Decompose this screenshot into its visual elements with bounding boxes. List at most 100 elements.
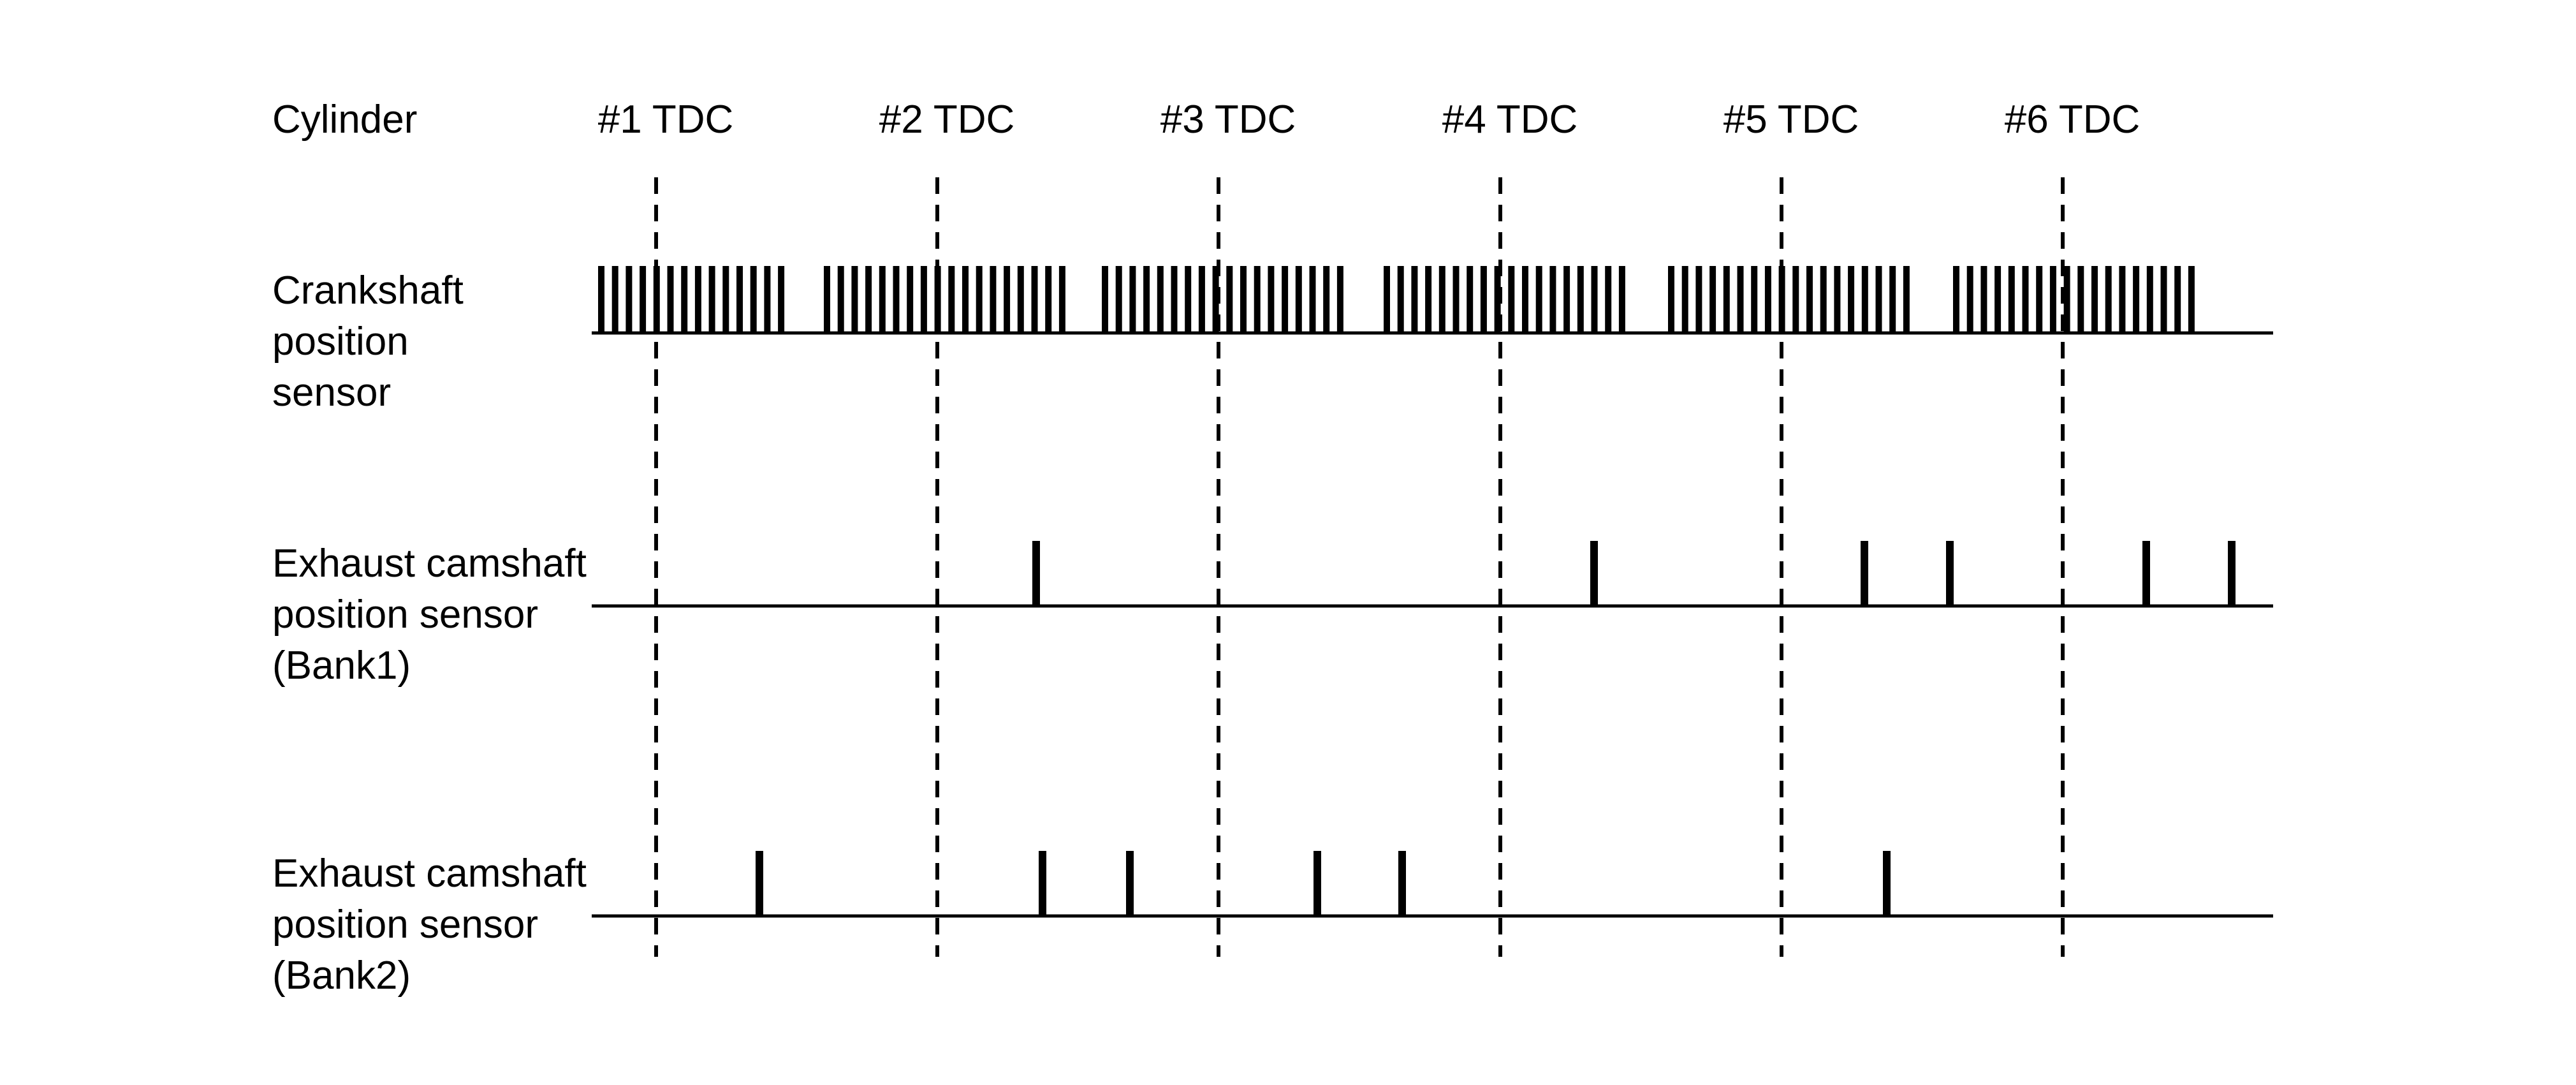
crank-tooth <box>879 266 886 333</box>
crank-tooth <box>1157 266 1164 333</box>
crank-tooth <box>907 266 914 333</box>
crank-tooth <box>1889 266 1896 333</box>
crank-tooth <box>1737 266 1744 333</box>
crank-tooth <box>2188 266 2195 333</box>
crank-tooth <box>1336 266 1343 333</box>
crankshaft-position-sensor-tooth-group-4 <box>1384 266 1625 333</box>
exhaust-camshaft-position-sensor-bank1-label-line-3: (Bank1) <box>272 644 411 688</box>
crank-tooth <box>1438 266 1445 333</box>
crank-tooth <box>1618 266 1625 333</box>
crank-tooth <box>1143 266 1150 333</box>
crank-tooth <box>1282 266 1289 333</box>
crank-tooth <box>1522 266 1528 333</box>
crank-tooth <box>1848 266 1855 333</box>
crank-tooth <box>1764 266 1771 333</box>
crank-tooth <box>1031 266 1038 333</box>
exhaust-camshaft-position-sensor-bank2-pulse-2 <box>1039 851 1046 916</box>
crank-tooth <box>2049 266 2056 333</box>
crank-tooth <box>1240 266 1247 333</box>
exhaust-camshaft-position-sensor-bank1-pulse-3 <box>1861 541 1868 606</box>
crank-tooth <box>1198 266 1205 333</box>
crank-tooth <box>1723 266 1730 333</box>
crank-tooth <box>1453 266 1460 333</box>
tdc-label-2: #2 TDC <box>879 98 1015 142</box>
crank-tooth <box>1903 266 1910 333</box>
crank-tooth <box>1563 266 1570 333</box>
signal-row-crankshaft-position-sensor: Crankshaft position sensor <box>272 266 2273 415</box>
cylinder-label: Cylinder <box>272 98 417 142</box>
crank-tooth <box>2146 266 2153 333</box>
crank-tooth <box>1806 266 1813 333</box>
crank-tooth <box>2036 266 2043 333</box>
signal-row-exhaust-camshaft-position-sensor-bank2: Exhaust camshaft position sensor (Bank2) <box>272 851 2273 998</box>
crank-tooth <box>2105 266 2112 333</box>
crank-tooth <box>1549 266 1556 333</box>
crank-tooth <box>1792 266 1799 333</box>
crank-tooth <box>1017 266 1024 333</box>
tdc-label-4: #4 TDC <box>1442 98 1578 142</box>
crank-tooth <box>1966 266 1973 333</box>
crank-tooth <box>1295 266 1302 333</box>
crank-tooth <box>1508 266 1515 333</box>
crankshaft-position-sensor-tooth-train <box>598 266 2195 333</box>
crank-tooth <box>1411 266 1418 333</box>
crank-tooth <box>722 266 729 333</box>
crank-tooth <box>611 266 618 333</box>
crank-tooth <box>948 266 955 333</box>
crank-tooth <box>667 266 674 333</box>
exhaust-camshaft-position-sensor-bank1-pulse-1 <box>1032 541 1040 606</box>
exhaust-camshaft-position-sensor-bank2-pulse-1 <box>756 851 763 916</box>
exhaust-camshaft-position-sensor-bank1-pulse-2 <box>1590 541 1598 606</box>
crank-tooth <box>1535 266 1542 333</box>
crank-tooth <box>1185 266 1192 333</box>
crank-tooth <box>824 266 830 333</box>
crank-tooth <box>1045 266 1052 333</box>
crank-tooth <box>2174 266 2181 333</box>
exhaust-camshaft-position-sensor-bank1-pulse-4 <box>1946 541 1954 606</box>
crank-tooth <box>1875 266 1882 333</box>
crankshaft-position-sensor-label-line-3: sensor <box>272 371 391 415</box>
crank-tooth <box>598 266 604 333</box>
crankshaft-position-sensor-tooth-group-6 <box>1953 266 2195 333</box>
exhaust-camshaft-position-sensor-bank2-pulses <box>756 851 1891 916</box>
crank-tooth <box>640 266 647 333</box>
crank-tooth <box>626 266 633 333</box>
crank-tooth <box>1778 266 1785 333</box>
exhaust-camshaft-position-sensor-bank2-pulse-6 <box>1883 851 1891 916</box>
crank-tooth <box>990 266 997 333</box>
crank-tooth <box>2091 266 2098 333</box>
tdc-label-3: #3 TDC <box>1160 98 1296 142</box>
header-row: Cylinder #1 TDC #2 TDC #3 TDC #4 TDC #5 TDC #6… <box>272 98 2140 142</box>
crank-tooth <box>750 266 757 333</box>
tdc-label-5: #5 TDC <box>1723 98 1859 142</box>
crank-tooth <box>1212 266 1219 333</box>
crank-tooth <box>1980 266 1987 333</box>
crank-tooth <box>1384 266 1390 333</box>
crank-tooth <box>1820 266 1827 333</box>
crank-tooth <box>865 266 872 333</box>
exhaust-camshaft-position-sensor-bank1-pulses <box>1032 541 2236 606</box>
crank-tooth <box>1591 266 1598 333</box>
crank-tooth <box>1480 266 1487 333</box>
crank-tooth <box>1834 266 1841 333</box>
crankshaft-position-sensor-tooth-group-5 <box>1668 266 1910 333</box>
crank-tooth <box>851 266 858 333</box>
tdc-label-1: #1 TDC <box>598 98 734 142</box>
crank-tooth <box>1129 266 1136 333</box>
crank-tooth <box>893 266 900 333</box>
exhaust-camshaft-position-sensor-bank2-pulse-4 <box>1314 851 1321 916</box>
crankshaft-position-sensor-label-line-2: position <box>272 320 409 364</box>
crank-tooth <box>1494 266 1501 333</box>
signal-row-exhaust-camshaft-position-sensor-bank1: Exhaust camshaft position sensor (Bank1) <box>272 541 2273 688</box>
crank-tooth <box>1058 266 1065 333</box>
crank-tooth <box>1268 266 1275 333</box>
crank-tooth <box>1668 266 1674 333</box>
exhaust-camshaft-position-sensor-bank2-pulse-5 <box>1398 851 1406 916</box>
crank-tooth <box>1004 266 1011 333</box>
crank-tooth <box>1751 266 1758 333</box>
exhaust-camshaft-position-sensor-bank2-label-line-3: (Bank2) <box>272 954 411 998</box>
exhaust-camshaft-position-sensor-bank2-label-line-1: Exhaust camshaft <box>272 852 587 896</box>
crankshaft-position-sensor-label-line-1: Crankshaft <box>272 269 464 313</box>
